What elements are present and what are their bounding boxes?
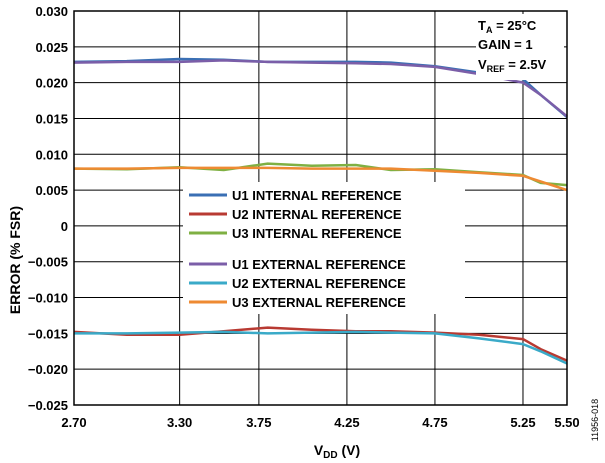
annotation-line: TA = 25°C: [478, 18, 537, 35]
y-tick-label: −0.015: [28, 326, 68, 341]
y-tick-label: −0.005: [28, 255, 68, 270]
y-tick-label: −0.020: [28, 362, 68, 377]
legend-box: [183, 182, 465, 314]
x-axis-label-main: V: [314, 442, 324, 458]
x-tick-label: 2.70: [61, 415, 86, 430]
y-tick-labels: 0.030 0.025 0.020 0.015 0.010 0.005 0 −0.005 −0.…: [28, 4, 68, 413]
series-line-u1-external-reference: [73, 59, 568, 118]
series-line-u2-external-reference: [74, 330, 568, 365]
y-tick-label: 0.005: [35, 183, 68, 198]
annotation-line: GAIN = 1: [478, 37, 533, 52]
x-axis-label-unit: (V): [338, 442, 361, 458]
y-tick-label: 0: [61, 219, 68, 234]
legend-label: U2 INTERNAL REFERENCE: [232, 207, 402, 222]
legend-label: U1 INTERNAL REFERENCE: [232, 188, 402, 203]
legend-label: U3 INTERNAL REFERENCE: [232, 226, 402, 241]
x-axis-label-sub: DD: [323, 450, 337, 461]
x-tick-label: 4.75: [422, 415, 447, 430]
x-tick-label: 5.25: [510, 415, 535, 430]
x-tick-label: 3.75: [246, 415, 271, 430]
y-tick-label: −0.010: [28, 291, 68, 306]
legend: U1 INTERNAL REFERENCE U2 INTERNAL REFEREN…: [183, 182, 465, 314]
x-axis-label: VDD (V): [314, 442, 360, 461]
series-line-u3-external-reference: [74, 166, 568, 192]
y-tick-label: 0.030: [35, 4, 68, 19]
plot-frame: [73, 10, 568, 406]
x-tick-labels: 2.70 3.30 3.75 4.25 4.75 5.25 5.50: [61, 415, 579, 430]
figure-id: 11956-018: [590, 399, 600, 441]
x-tick-label: 5.50: [554, 415, 579, 430]
y-tick-label: 0.010: [35, 147, 68, 162]
annotation-line: VREF = 2.5V: [478, 57, 547, 74]
y-tick-label: 0.025: [35, 40, 68, 55]
series-lines: [73, 57, 568, 365]
y-axis-label: ERROR (% FSR): [7, 206, 23, 314]
annotation-box: [476, 14, 564, 80]
condition-annotation: TA = 25°C GAIN = 1 VREF = 2.5V: [476, 14, 564, 80]
legend-label: U1 EXTERNAL REFERENCE: [232, 257, 406, 272]
y-tick-label: −0.025: [28, 398, 68, 413]
y-tick-label: 0.015: [35, 111, 68, 126]
x-tick-label: 3.30: [167, 415, 192, 430]
x-tick-label: 4.25: [334, 415, 359, 430]
y-tick-label: 0.020: [35, 76, 68, 91]
legend-label: U3 EXTERNAL REFERENCE: [232, 295, 406, 310]
legend-label: U2 EXTERNAL REFERENCE: [232, 276, 406, 291]
